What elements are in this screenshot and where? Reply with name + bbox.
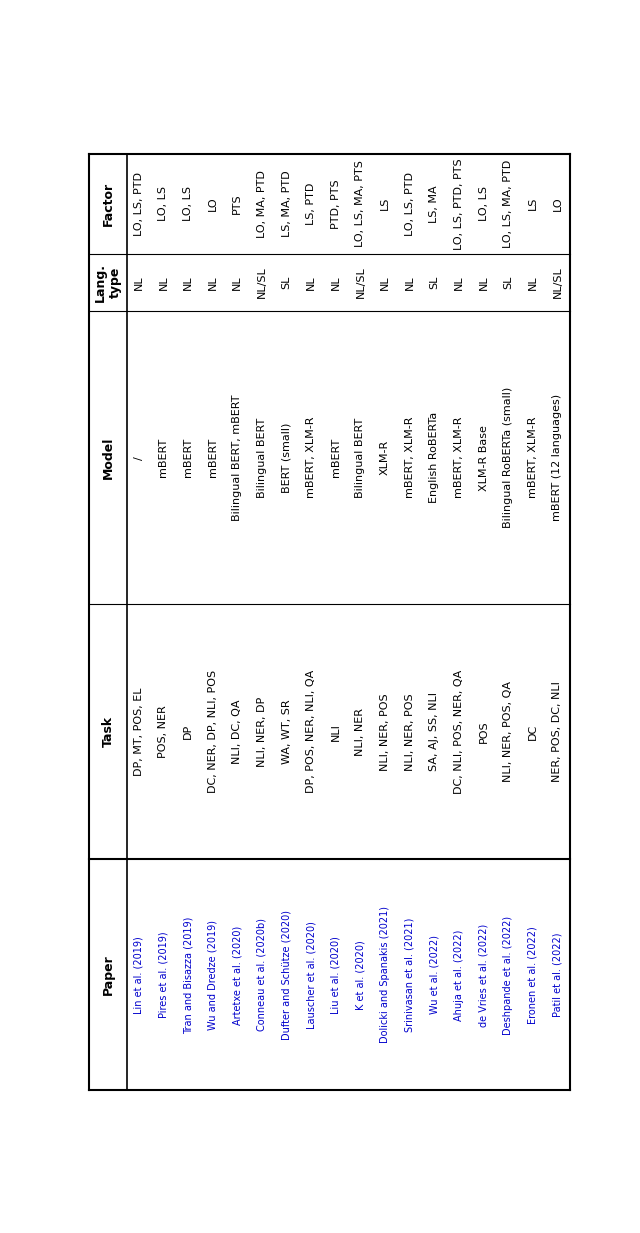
Text: mBERT, XLM-R: mBERT, XLM-R <box>306 417 316 498</box>
Text: NLI, NER, POS: NLI, NER, POS <box>380 693 390 771</box>
Text: LS, MA: LS, MA <box>429 185 439 223</box>
Text: Patil et al. (2022): Patil et al. (2022) <box>552 932 563 1017</box>
Text: LS, MA, PTD: LS, MA, PTD <box>282 170 292 237</box>
Text: Dufter and Schütze (2020): Dufter and Schütze (2020) <box>282 910 292 1039</box>
Text: Bilingual BERT: Bilingual BERT <box>257 418 267 498</box>
Text: SL: SL <box>282 276 292 290</box>
Text: DP, POS, NER, NLI, QA: DP, POS, NER, NLI, QA <box>306 670 316 793</box>
Text: NLI, NER, DP: NLI, NER, DP <box>257 697 267 767</box>
Text: SL: SL <box>429 276 439 290</box>
Text: mBERT, XLM-R: mBERT, XLM-R <box>404 417 415 498</box>
Text: Artetxe et al. (2020): Artetxe et al. (2020) <box>232 925 243 1025</box>
Text: XLM-R Base: XLM-R Base <box>479 424 488 491</box>
Text: POS: POS <box>479 720 488 743</box>
Text: NLI: NLI <box>331 723 341 741</box>
Text: Srinivasan et al. (2021): Srinivasan et al. (2021) <box>404 917 415 1032</box>
Text: mBERT: mBERT <box>208 438 218 477</box>
Text: LS: LS <box>380 197 390 211</box>
Text: LO, LS, MA, PTD: LO, LS, MA, PTD <box>503 159 513 248</box>
Text: NL: NL <box>183 275 193 290</box>
Text: LO, LS, MA, PTS: LO, LS, MA, PTS <box>355 160 365 247</box>
Text: Liu et al. (2020): Liu et al. (2020) <box>331 936 341 1014</box>
Text: LO, LS, PTD: LO, LS, PTD <box>134 171 144 236</box>
Text: NLI, NER: NLI, NER <box>355 708 365 756</box>
Text: mBERT: mBERT <box>159 438 168 477</box>
Text: Bilingual RoBERTa (small): Bilingual RoBERTa (small) <box>503 387 513 528</box>
Text: PTD, PTS: PTD, PTS <box>331 179 341 228</box>
Text: LO: LO <box>208 196 218 211</box>
Text: Bilingual BERT, mBERT: Bilingual BERT, mBERT <box>232 395 243 520</box>
Text: Pires et al. (2019): Pires et al. (2019) <box>159 932 168 1018</box>
Text: mBERT, XLM-R: mBERT, XLM-R <box>528 417 538 498</box>
Text: English RoBERTa: English RoBERTa <box>429 412 439 503</box>
Text: Model: Model <box>101 436 115 478</box>
Text: Lauscher et al. (2020): Lauscher et al. (2020) <box>306 921 316 1028</box>
Text: LO, LS: LO, LS <box>159 186 168 221</box>
Text: LO, LS, PTD, PTS: LO, LS, PTD, PTS <box>454 158 464 249</box>
Text: NER, POS, DC, NLI: NER, POS, DC, NLI <box>552 682 563 782</box>
Text: XLM-R: XLM-R <box>380 440 390 475</box>
Text: mBERT: mBERT <box>331 438 341 477</box>
Text: NLI, NER, POS: NLI, NER, POS <box>404 693 415 771</box>
Text: NL: NL <box>404 275 415 290</box>
Text: NL: NL <box>528 275 538 290</box>
Text: LO: LO <box>552 196 563 211</box>
Text: DC, NLI, POS, NER, QA: DC, NLI, POS, NER, QA <box>454 670 464 794</box>
Text: Lin et al. (2019): Lin et al. (2019) <box>134 936 144 1014</box>
Text: /: / <box>134 456 144 460</box>
Text: Ahuja et al. (2022): Ahuja et al. (2022) <box>454 930 464 1021</box>
Text: NL: NL <box>232 275 243 290</box>
Text: BERT (small): BERT (small) <box>282 423 292 493</box>
Text: Dolicki and Spanakis (2021): Dolicki and Spanakis (2021) <box>380 906 390 1043</box>
Text: mBERT: mBERT <box>183 438 193 477</box>
Text: SA, AJ, SS, NLI: SA, AJ, SS, NLI <box>429 692 439 771</box>
Text: NL: NL <box>380 275 390 290</box>
Text: NL: NL <box>208 275 218 290</box>
Text: Deshpande et al. (2022): Deshpande et al. (2022) <box>503 915 513 1034</box>
Text: NL: NL <box>454 275 464 290</box>
Text: POS, NER: POS, NER <box>159 705 168 758</box>
Text: Bilingual BERT: Bilingual BERT <box>355 418 365 498</box>
Text: LO, LS: LO, LS <box>479 186 488 221</box>
Text: NL/SL: NL/SL <box>355 266 365 298</box>
Text: SL: SL <box>503 276 513 290</box>
Text: NL: NL <box>306 275 316 290</box>
Text: DP: DP <box>183 724 193 740</box>
Text: NL/SL: NL/SL <box>552 266 563 298</box>
Text: LS, PTD: LS, PTD <box>306 182 316 224</box>
Text: Paper: Paper <box>101 954 115 995</box>
Text: LO, MA, PTD: LO, MA, PTD <box>257 170 267 238</box>
Text: K et al. (2020): K et al. (2020) <box>355 940 365 1010</box>
Text: mBERT, XLM-R: mBERT, XLM-R <box>454 417 464 498</box>
Text: Wu and Dredze (2019): Wu and Dredze (2019) <box>208 920 218 1030</box>
Text: PTS: PTS <box>232 194 243 215</box>
Text: Wu et al. (2022): Wu et al. (2022) <box>429 936 439 1015</box>
Text: WA, WT, SR: WA, WT, SR <box>282 699 292 764</box>
Text: DC, NER, DP, NLI, POS: DC, NER, DP, NLI, POS <box>208 670 218 793</box>
Text: Tran and Bisazza (2019): Tran and Bisazza (2019) <box>183 916 193 1033</box>
Text: NL: NL <box>331 275 341 290</box>
Text: LO, LS: LO, LS <box>183 186 193 221</box>
Text: LS: LS <box>528 197 538 211</box>
Text: LO, LS, PTD: LO, LS, PTD <box>404 171 415 236</box>
Text: Lang.
type: Lang. type <box>94 263 122 302</box>
Text: NLI, NER, POS, QA: NLI, NER, POS, QA <box>503 681 513 782</box>
Text: de Vries et al. (2022): de Vries et al. (2022) <box>479 924 488 1027</box>
Text: NL: NL <box>134 275 144 290</box>
Text: NL/SL: NL/SL <box>257 266 267 298</box>
Text: Factor: Factor <box>101 181 115 226</box>
Text: mBERT (12 languages): mBERT (12 languages) <box>552 395 563 522</box>
Text: NLI, DC, QA: NLI, DC, QA <box>232 699 243 764</box>
Text: Conneau et al. (2020b): Conneau et al. (2020b) <box>257 919 267 1032</box>
Text: Eronen et al. (2022): Eronen et al. (2022) <box>528 926 538 1023</box>
Text: DC: DC <box>528 724 538 740</box>
Text: NL: NL <box>479 275 488 290</box>
Text: NL: NL <box>159 275 168 290</box>
Text: Task: Task <box>101 716 115 747</box>
Text: DP, MT, POS, EL: DP, MT, POS, EL <box>134 688 144 776</box>
